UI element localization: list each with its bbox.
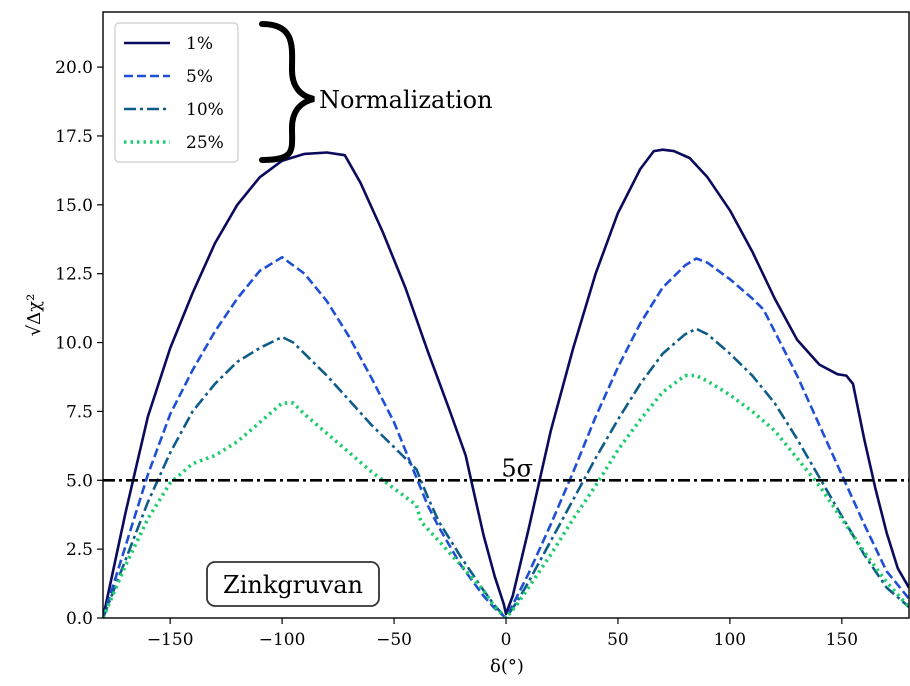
y-tick-label: 7.5 bbox=[66, 402, 93, 422]
y-tick-label: 17.5 bbox=[55, 127, 93, 147]
y-tick-label: 15.0 bbox=[55, 196, 93, 216]
legend-frame bbox=[114, 22, 239, 163]
zinkgruvan-annotation: Zinkgruvan bbox=[223, 571, 363, 599]
normalization-brace bbox=[259, 21, 315, 163]
series-line-0 bbox=[103, 148, 909, 618]
tick-layer: −150 −100 −50 0 50 100 150 0.0 2.5 5.0 7.5 10.0 12.5… bbox=[55, 58, 858, 650]
x-tick-label: −150 bbox=[147, 630, 194, 650]
zinkgruvan-box bbox=[206, 561, 380, 607]
y-tick-label: 20.0 bbox=[55, 58, 93, 78]
y-tick-label: 0.0 bbox=[66, 609, 93, 629]
legend-label-1: 5% bbox=[186, 67, 213, 87]
legend-label-3: 25% bbox=[186, 133, 224, 153]
series-line-3 bbox=[103, 373, 909, 618]
legend-items: 1% 5% 10% 25% bbox=[124, 34, 224, 153]
series-line-1 bbox=[103, 255, 909, 618]
y-tick-label: 10.0 bbox=[55, 334, 93, 354]
legend-label-2: 10% bbox=[186, 100, 224, 120]
series-layer bbox=[103, 148, 909, 618]
legend: 1% 5% 10% 25% bbox=[114, 22, 239, 163]
x-axis-label: δ(°) bbox=[490, 656, 524, 677]
x-tick-label: 0 bbox=[501, 630, 512, 650]
five-sigma-label: 5σ bbox=[501, 454, 533, 482]
y-tick-label: 2.5 bbox=[66, 540, 93, 560]
y-tick-label: 5.0 bbox=[66, 471, 93, 491]
x-tick-label: 100 bbox=[714, 630, 746, 650]
plot-frame bbox=[102, 11, 910, 619]
y-axis-label: √Δχ² bbox=[24, 294, 45, 337]
normalization-annotation: Normalization bbox=[319, 86, 493, 114]
x-tick-label: 150 bbox=[826, 630, 858, 650]
y-tick-label: 12.5 bbox=[55, 265, 93, 285]
x-tick-label: −100 bbox=[259, 630, 306, 650]
x-tick-label: 50 bbox=[607, 630, 629, 650]
legend-label-0: 1% bbox=[186, 34, 213, 54]
x-tick-label: −50 bbox=[376, 630, 412, 650]
